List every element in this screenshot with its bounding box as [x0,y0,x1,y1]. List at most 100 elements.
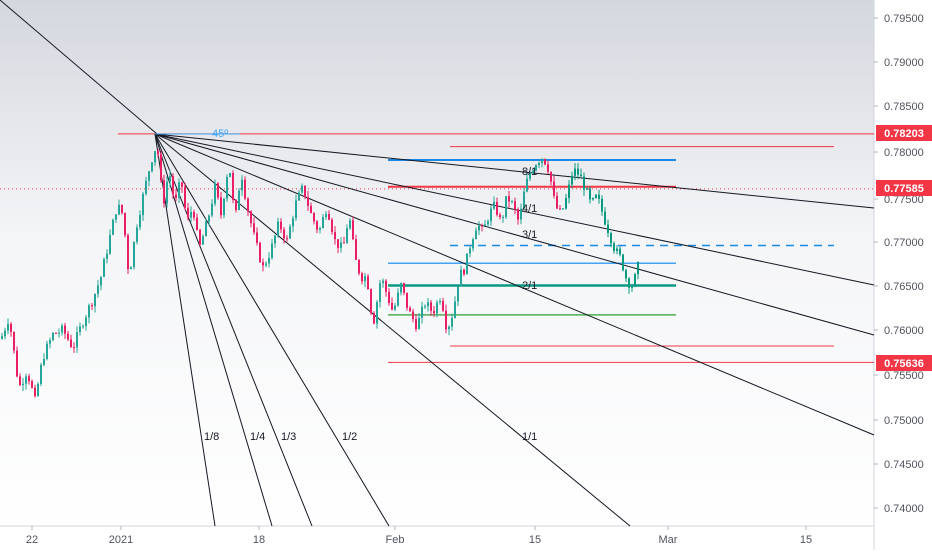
candle-body [196,217,198,230]
candle-body [538,162,540,166]
candle-body [70,339,72,348]
candle-body [532,170,534,174]
price-tick-label: 0.76000 [884,325,924,337]
price-tick: 0.76500 [874,281,924,293]
candle-body [589,188,591,200]
candle-body [577,168,579,175]
candle-body [28,376,30,382]
candle-body [40,364,42,385]
candle-body [592,197,594,200]
candle-body [160,154,162,181]
candle-body [397,292,399,306]
candle-body [55,332,57,334]
candle-body [517,209,519,220]
candle-body [52,332,54,341]
candle-body [475,230,477,240]
candle-body [382,280,384,284]
candle-body [247,198,249,212]
fan-ratio-label: 8/1 [522,166,537,178]
candle-body [265,263,267,266]
candle-body [406,292,408,308]
candle-body [136,227,138,242]
time-tick: Mar [659,526,678,546]
candle-body [295,200,297,219]
fan-ratio-label: 1/2 [342,431,357,443]
candle-body [268,257,270,264]
candle-body [322,217,324,229]
candle-body [115,214,117,220]
price-label-background [876,355,932,371]
candle-body [193,211,195,218]
candle-body [286,238,288,240]
fan-line [154,133,273,527]
candle-body [151,162,153,172]
candle-body [355,239,357,260]
candle-body [412,311,414,319]
candle-body [187,207,189,218]
candle-body [58,332,60,334]
candle-body [319,228,321,230]
candle-body [172,176,174,195]
candle-body [361,273,363,282]
candle-body [22,383,24,385]
price-axis[interactable]: 0.79500 0.79000 0.78500 0.78000 0.77500 … [874,13,924,515]
candle-body [331,219,333,233]
candle-body [604,211,606,225]
candle-body [277,221,279,236]
candle-body [535,165,537,171]
candle-body [154,151,156,163]
price-tick: 0.78500 [874,101,924,113]
candle-body [64,325,66,334]
candle-body [253,223,255,233]
candle-body [463,269,465,275]
candle-body [487,221,489,225]
fan-line [154,133,313,527]
candle-body [85,317,87,327]
candle-body [340,242,342,248]
candle-body [343,242,345,244]
price-tick: 0.79500 [874,13,924,25]
candle-body [274,235,276,244]
candle-body [10,323,12,332]
price-tick: 0.74500 [874,459,924,471]
candle-body [511,201,513,203]
candle-body [574,168,576,176]
candle-body [73,347,75,349]
price-tick-label: 0.75000 [884,415,924,427]
price-label-text: 0.75636 [884,358,924,370]
candle-body [67,333,69,340]
candle-body [13,331,15,351]
candle-body [493,201,495,209]
candle-body [613,243,615,251]
candle-body [478,225,480,231]
price-tick: 0.75500 [874,370,924,382]
price-tick-label: 0.77000 [884,237,924,249]
candle-body [490,208,492,222]
price-tick: 0.74000 [874,503,924,515]
time-tick: 2021 [109,526,133,546]
candle-body [43,358,45,365]
candle-body [223,198,225,216]
candle-body [427,302,429,307]
candle-body [526,178,528,192]
candle-body [100,276,102,286]
candle-body [364,276,366,282]
price-tick-label: 0.78000 [884,147,924,159]
candle-body [400,283,402,293]
candle-body [175,194,177,198]
time-axis[interactable]: 22 2021 18 Feb 15 Mar 15 [26,526,812,546]
candle-body [346,228,348,244]
candle-body [580,174,582,177]
candle-body [328,214,330,220]
candle-body [472,239,474,249]
candle-body [244,179,246,199]
time-axis-background [0,526,874,550]
price-tick: 0.78000 [874,147,924,159]
candle-body [190,211,192,218]
candle-body [460,269,462,287]
fan-ratio-label: 3/1 [522,229,537,241]
candle-body [121,204,123,213]
candle-body [367,276,369,290]
candle-body [256,232,258,243]
